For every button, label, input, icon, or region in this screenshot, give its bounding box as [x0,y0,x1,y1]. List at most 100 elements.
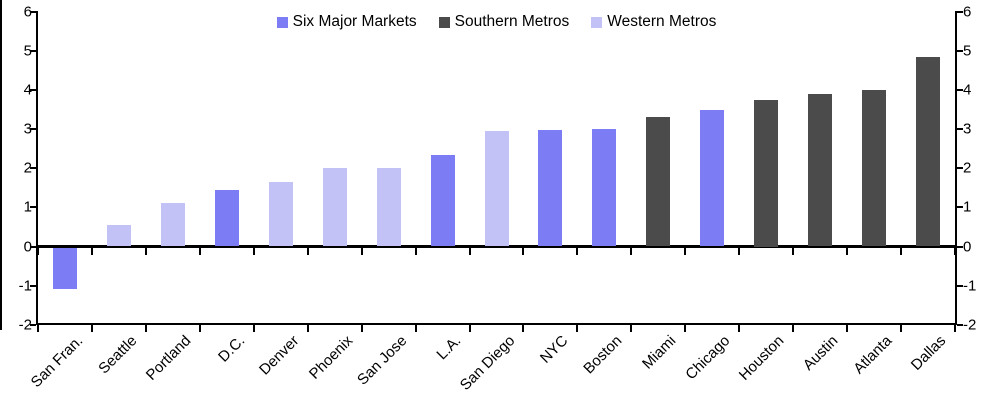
bar-atlanta [862,90,887,247]
x-axis-tick [252,325,255,333]
legend-item-western-metros: Western Metros [591,13,716,31]
x-axis-tick [846,325,849,333]
y-tick-right [957,206,963,209]
zero-line-tick [738,247,741,255]
zero-line-tick [954,247,956,255]
y-tick-left [30,50,36,52]
x-axis-tick [684,325,687,333]
bar-san-fran [52,247,77,289]
x-axis-label: Houston [735,332,788,384]
x-axis-label: D.C. [214,332,249,366]
x-axis-label: Chicago [682,332,734,384]
zero-line-tick [576,247,579,255]
x-axis-tick [360,325,363,333]
y-tick-right [957,89,963,92]
x-axis-tick [900,325,903,333]
x-axis-label: Miami [639,332,680,373]
y-axis-label-right: 0 [963,238,972,255]
y-axis-label-left: -2 [18,316,32,334]
legend-label-six-major-markets: Six Major Markets [292,13,417,30]
x-axis-label: Dallas [907,332,950,374]
zero-line-tick [198,247,201,255]
x-axis-tick [414,325,417,333]
bar-san-diego [484,131,509,247]
legend-item-six-major-markets: Six Major Markets [276,13,417,31]
bar-d-c [214,189,239,247]
chart-legend: Six Major Markets Southern Metros Wester… [38,13,955,31]
x-axis-tick [576,325,579,333]
bar-seattle [106,224,131,247]
bar-miami [646,117,671,247]
x-axis-label: Austin [799,332,842,374]
y-tick-left [30,167,36,170]
y-axis-label-right: 2 [963,159,972,177]
x-axis-tick [37,325,39,333]
zero-line-tick [360,247,363,255]
zero-line-tick [414,247,417,255]
bar-denver [268,181,293,247]
zero-line-tick [522,247,525,255]
y-tick-left [30,89,36,92]
y-tick-left [30,284,36,287]
y-axis-label-left: 4 [23,81,32,99]
y-tick-right [957,167,963,170]
y-axis-label-right: 6 [963,3,972,21]
y-tick-right [957,245,963,248]
zero-line-tick [468,247,471,255]
y-tick-right [957,10,963,13]
zero-line-tick [684,247,687,255]
y-axis-label-left: 0 [23,238,32,255]
x-axis-tick [468,325,471,333]
y-axis-label-right: -1 [963,277,977,295]
x-axis-tick [306,325,309,333]
x-axis-tick [954,325,956,333]
zero-line-tick [900,247,903,255]
x-axis-label: Atlanta [850,332,896,378]
bar-austin [808,94,833,247]
x-axis-label: Phoenix [305,332,356,383]
x-axis-tick [144,325,147,333]
y-tick-left [30,10,36,13]
x-axis-tick [630,325,633,333]
x-axis-tick [792,325,795,333]
legend-item-southern-metros: Southern Metros [438,13,570,31]
y-axis-label-left: 1 [23,198,32,216]
y-tick-right [957,284,963,287]
x-axis-label: San Fran. [27,332,87,391]
y-axis-label-right: 3 [963,120,972,138]
y-axis-label-left: 3 [23,120,32,138]
y-axis-left [36,11,38,325]
y-tick-right [957,50,963,52]
bar-l-a [430,154,455,247]
x-axis-label: Boston [580,332,626,378]
y-axis-label-right: 1 [963,198,972,216]
zero-line-tick [630,247,633,255]
y-axis-label-right: 4 [963,81,972,99]
zero-line-tick [306,247,309,255]
y-tick-right [957,128,963,131]
x-axis-tick [90,325,93,333]
left-image-border [0,0,2,330]
bar-boston [592,129,617,247]
zero-line-tick [37,247,39,255]
y-tick-left [30,245,36,248]
y-axis-label-right: 5 [963,42,972,60]
legend-swatch-western-metros [591,16,603,28]
x-axis-label: L.A. [432,332,464,364]
y-tick-left [30,128,36,131]
bar-houston [754,99,779,247]
bar-chicago [700,109,725,247]
x-axis-label: San Jose [353,332,410,389]
x-axis-tick [522,325,525,333]
y-tick-left [30,323,36,326]
bar-san-jose [376,168,401,247]
y-axis-label-left: 2 [23,159,32,177]
zero-line-tick [90,247,93,255]
zero-line [38,245,957,248]
x-axis-label: San Diego [456,332,518,394]
legend-label-southern-metros: Southern Metros [454,13,570,30]
y-axis-label-left: 6 [23,3,32,21]
y-tick-left [30,206,36,209]
x-axis-label: Denver [255,332,303,379]
